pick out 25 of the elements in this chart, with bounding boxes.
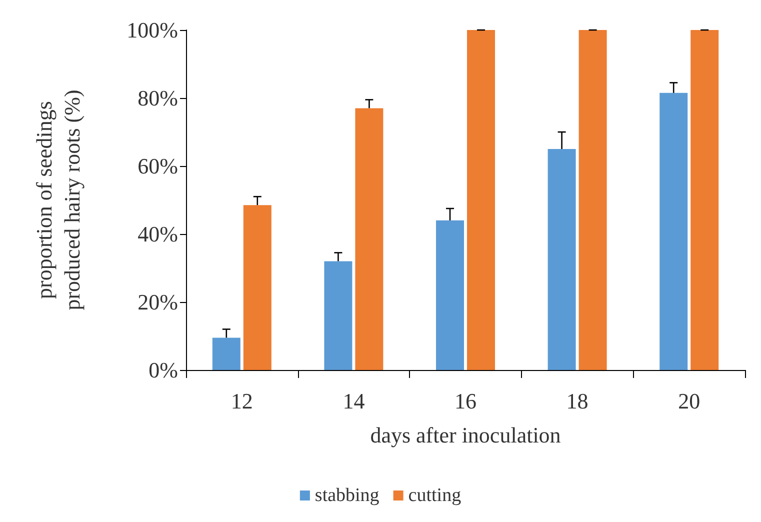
bar — [548, 149, 576, 370]
bar — [660, 92, 688, 370]
y-tick-label: 80% — [138, 86, 178, 110]
bar — [355, 108, 384, 370]
y-axis-title: proportion of seedings produced hairy roots (%) — [32, 90, 84, 310]
bar — [578, 30, 607, 370]
y-tick-label: 60% — [138, 154, 178, 178]
y-tick-label: 0% — [148, 358, 178, 382]
y-tick-label: 20% — [138, 290, 178, 314]
x-tick-label: 20 — [678, 388, 700, 414]
bar — [243, 205, 272, 370]
bar — [467, 30, 495, 370]
x-tick-label: 12 — [230, 388, 253, 414]
bar — [324, 261, 352, 370]
bar — [436, 220, 464, 370]
x-tick-label: 18 — [566, 388, 588, 414]
legend-label: cutting — [408, 485, 462, 506]
bar — [212, 338, 240, 370]
legend-label: stabbing — [314, 485, 380, 506]
y-tick-label: 100% — [126, 18, 178, 42]
x-axis-title: days after inoculation — [370, 422, 561, 448]
x-tick-label: 14 — [342, 388, 365, 414]
x-tick-label: 16 — [454, 388, 476, 414]
y-tick-label: 40% — [138, 222, 178, 246]
bar — [690, 30, 719, 370]
